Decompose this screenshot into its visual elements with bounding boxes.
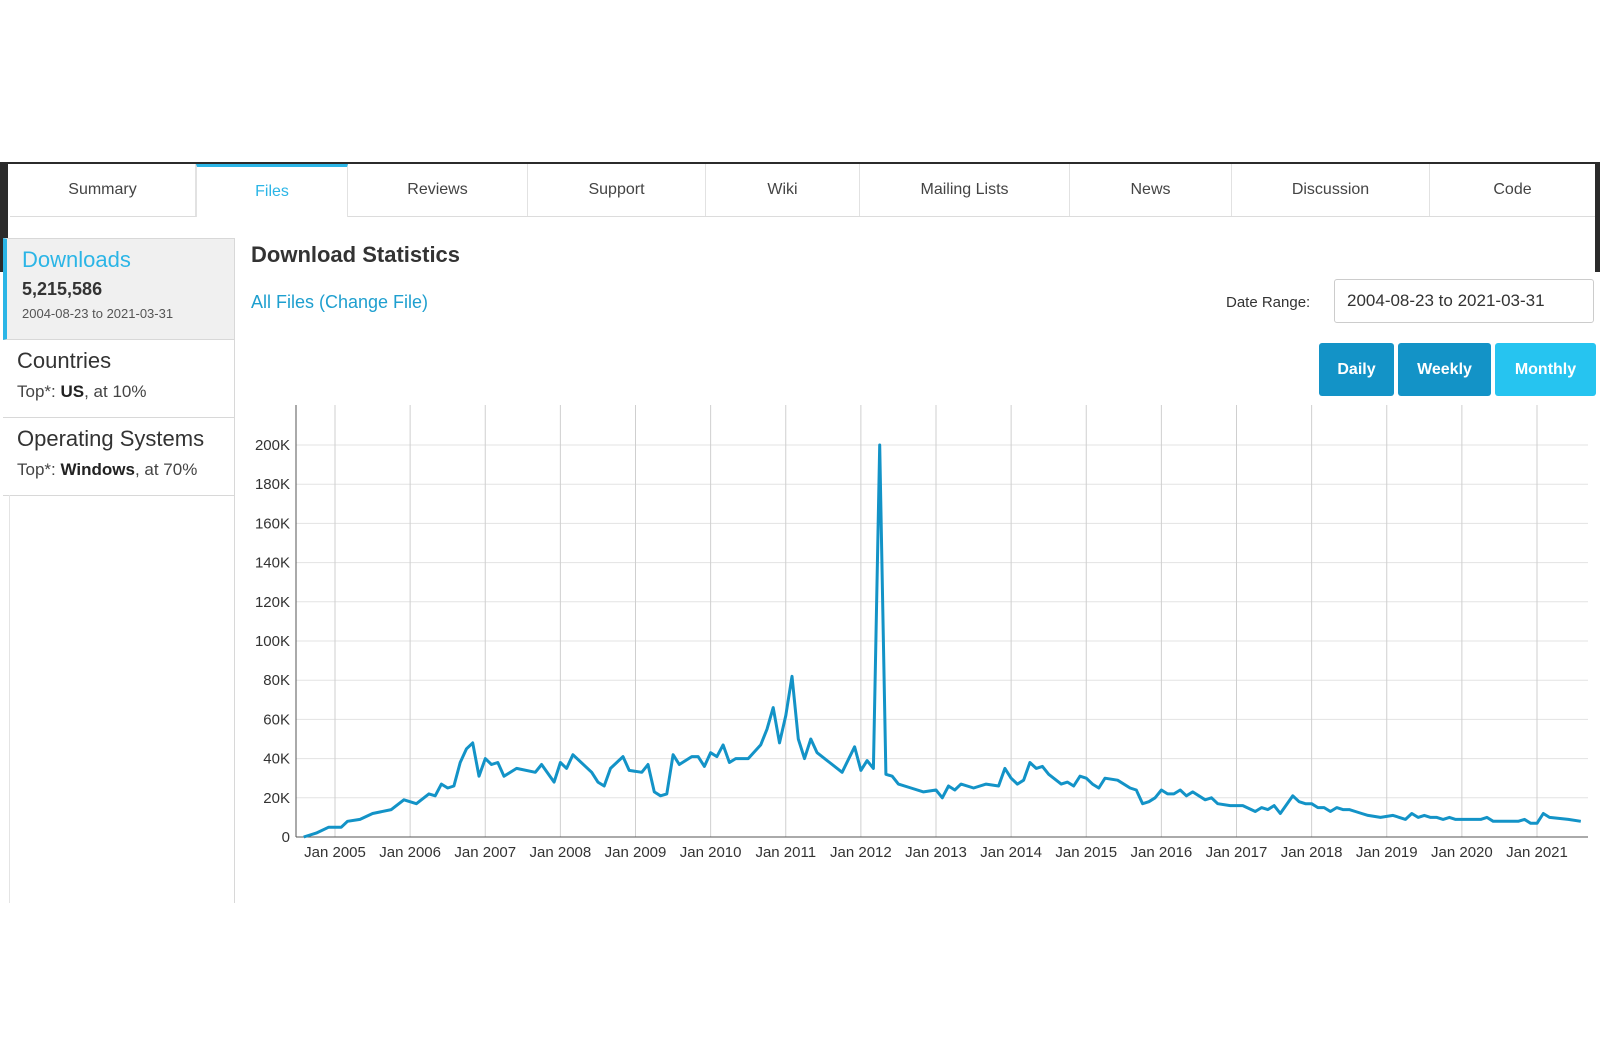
y-tick-label: 0: [282, 829, 290, 846]
window-left-edge: [0, 162, 8, 272]
x-tick-label: Jan 2006: [379, 844, 441, 861]
os-title: Operating Systems: [17, 426, 205, 451]
x-tick-label: Jan 2015: [1055, 844, 1117, 861]
y-tick-label: 140K: [255, 555, 290, 572]
x-tick-label: Jan 2020: [1431, 844, 1493, 861]
y-tick-label: 20K: [263, 790, 290, 807]
stats-sidebar: Downloads 5,215,586 2004-08-23 to 2021-0…: [3, 238, 235, 496]
x-tick-label: Jan 2011: [755, 844, 816, 861]
x-tick-label: Jan 2017: [1206, 844, 1268, 861]
y-tick-label: 180K: [255, 476, 290, 493]
sidebar-item-operating-systems[interactable]: Operating Systems Top*: Windows, at 70%: [3, 418, 235, 496]
tab-code[interactable]: Code: [1493, 181, 1532, 198]
page-title: Download Statistics: [251, 242, 461, 267]
x-tick-label: Jan 2014: [980, 844, 1042, 861]
os-top: Top*: Windows, at 70%: [17, 460, 198, 479]
downloads-range: 2004-08-23 to 2021-03-31: [22, 306, 174, 321]
y-tick-label: 80K: [263, 672, 290, 689]
x-tick-label: Jan 2009: [605, 844, 667, 861]
downloads-count: 5,215,586: [22, 279, 103, 299]
x-tick-label: Jan 2019: [1356, 844, 1418, 861]
y-tick-label: 60K: [263, 711, 290, 728]
tab-discussion[interactable]: Discussion: [1232, 164, 1430, 216]
date-range-label: Date Range:: [1226, 294, 1311, 311]
tab-wiki[interactable]: Wiki: [706, 164, 860, 216]
countries-title: Countries: [17, 348, 112, 373]
date-range-input[interactable]: [1334, 279, 1594, 323]
sidebar-left-rule: [9, 495, 10, 903]
downloads-chart: 0 20K 40K 60K 80K 100K 120K 140K 160K 180K 200K Jan…: [255, 405, 1588, 861]
tab-news[interactable]: News: [1070, 164, 1232, 216]
downloads-series-line: [303, 443, 1582, 839]
x-tick-label: Jan 2016: [1131, 844, 1193, 861]
granularity-buttons: Daily Weekly Monthly: [1319, 343, 1596, 396]
weekly-button[interactable]: Weekly: [1398, 343, 1491, 396]
project-tabs: Summary Files Reviews Support Wiki Maili…: [10, 164, 1595, 217]
y-tick-label: 200K: [255, 437, 290, 454]
x-tick-label: Jan 2018: [1281, 844, 1343, 861]
daily-button[interactable]: Daily: [1319, 343, 1394, 396]
y-tick-label: 160K: [255, 515, 290, 532]
x-tick-label: Jan 2013: [905, 844, 967, 861]
x-tick-label: Jan 2010: [680, 844, 742, 861]
sidebar-item-countries[interactable]: Countries Top*: US, at 10%: [3, 340, 235, 418]
x-tick-label: Jan 2005: [304, 844, 366, 861]
monthly-button[interactable]: Monthly: [1495, 343, 1596, 396]
change-file-link[interactable]: All Files (Change File): [251, 292, 429, 312]
y-tick-label: 40K: [263, 751, 290, 768]
x-tick-label: Jan 2008: [530, 844, 592, 861]
sidebar-divider: [234, 238, 235, 903]
window-top-border: [0, 162, 1600, 164]
window-right-edge: [1595, 162, 1600, 272]
tab-summary[interactable]: Summary: [10, 164, 196, 216]
tab-support[interactable]: Support: [528, 164, 706, 216]
tab-files[interactable]: Files: [196, 164, 348, 217]
y-tick-label: 100K: [255, 633, 290, 650]
x-tick-label: Jan 2012: [830, 844, 892, 861]
tab-mailing-lists[interactable]: Mailing Lists: [860, 164, 1070, 216]
tab-reviews[interactable]: Reviews: [348, 164, 528, 216]
y-tick-label: 120K: [255, 594, 290, 611]
sidebar-item-downloads[interactable]: Downloads 5,215,586 2004-08-23 to 2021-0…: [3, 238, 235, 340]
countries-top: Top*: US, at 10%: [17, 382, 147, 401]
x-tick-label: Jan 2021: [1506, 844, 1568, 861]
downloads-title: Downloads: [22, 247, 131, 272]
x-tick-label: Jan 2007: [454, 844, 516, 861]
